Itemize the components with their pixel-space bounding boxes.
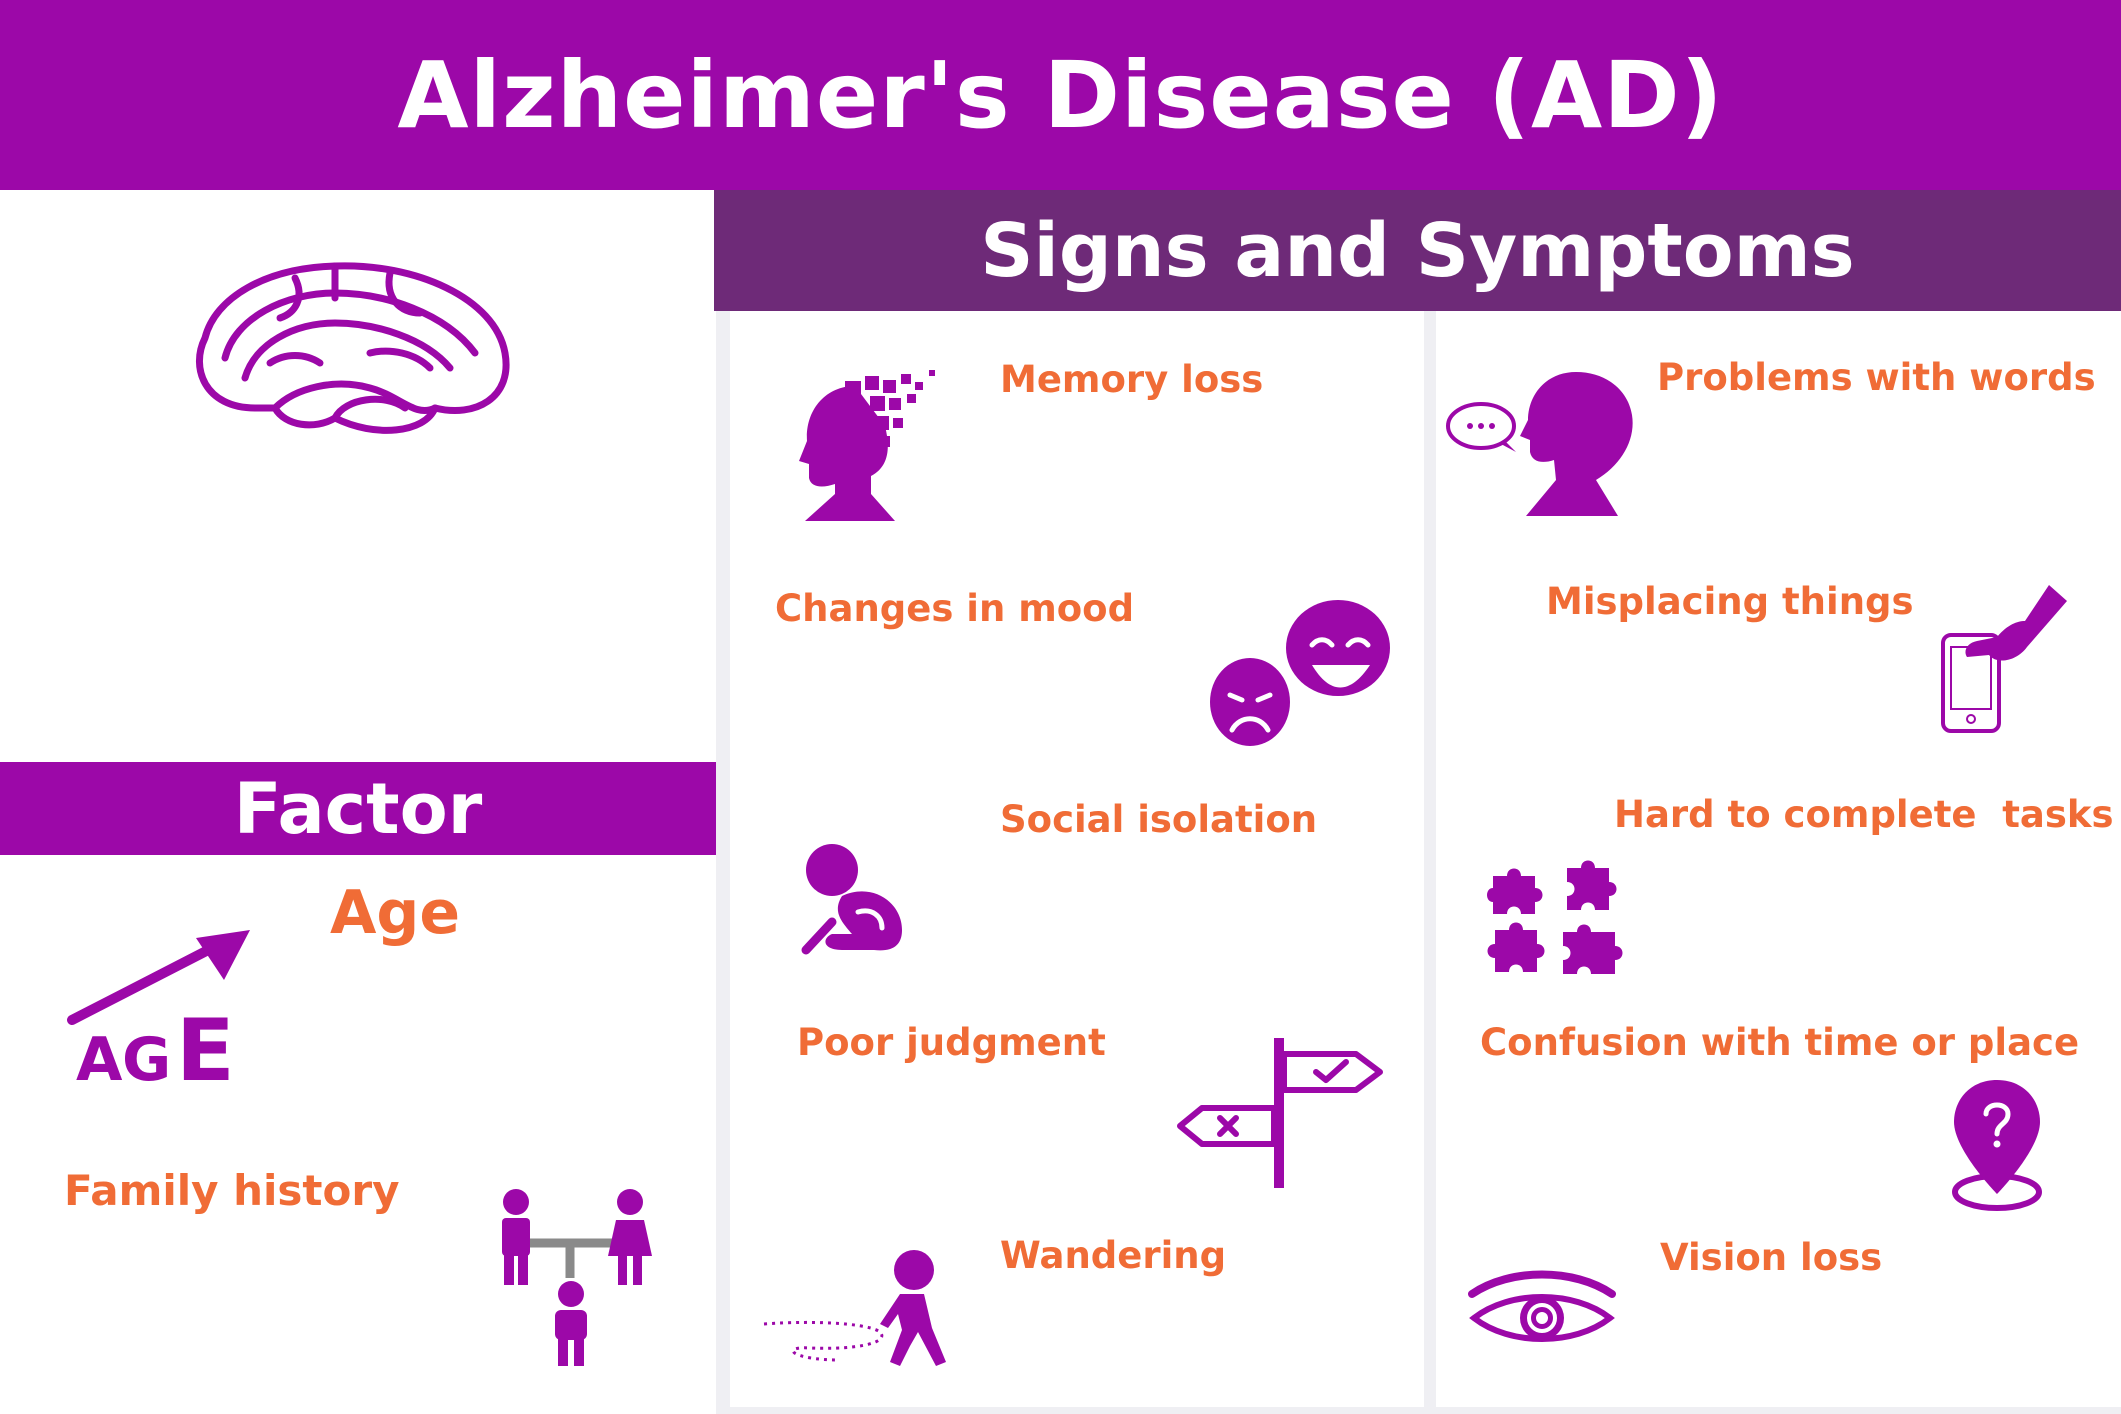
walking-person-icon [763,1250,946,1366]
eye-icon [1468,1270,1616,1342]
signs-header-bar: Signs and Symptoms [714,190,2121,311]
age-icon-letter-e: E [176,1001,235,1101]
problems-with-words-label: Problems with words [1657,356,2096,399]
age-label: Age [330,878,461,948]
wandering-label: Wandering [1000,1234,1227,1277]
brain-icon [195,262,510,434]
factor-header-bar: Factor [0,762,716,855]
header-bar: Alzheimer's Disease (AD) [0,0,2121,190]
family-tree-icon [502,1189,652,1366]
signs-title: Signs and Symptoms [980,207,1855,294]
left-column-divider [716,311,730,1414]
puzzle-pieces-icon [1487,860,1623,974]
hand-phone-icon [1941,585,2067,733]
family-history-label: Family history [64,1166,400,1215]
social-isolation-label: Social isolation [1000,798,1318,841]
age-icon-letter-g: G [122,1025,171,1095]
theater-masks-icon [1210,600,1390,746]
page-title: Alzheimer's Disease (AD) [397,41,1724,149]
vision-loss-label: Vision loss [1660,1236,1883,1279]
factor-title: Factor [233,767,483,850]
age-arrow-icon: A G E [67,930,250,1101]
changes-in-mood-label: Changes in mood [775,587,1135,630]
center-column-divider [1424,311,1436,1414]
memory-loss-head-icon [799,370,935,521]
misplacing-things-label: Misplacing things [1546,580,1914,623]
speech-bubble-head-icon [1446,372,1633,516]
location-pin-question-icon [1952,1080,2042,1211]
poor-judgment-label: Poor judgment [797,1021,1106,1064]
bottom-divider [716,1407,2121,1414]
signpost-icon [1177,1038,1383,1188]
confusion-with-time-or-place-label: Confusion with time or place [1480,1021,2080,1064]
age-icon-letter-a: A [76,1025,123,1095]
hard-to-complete-tasks-label: Hard to complete tasks [1614,793,2114,836]
sitting-person-icon [801,844,902,955]
memory-loss-label: Memory loss [1000,358,1264,401]
